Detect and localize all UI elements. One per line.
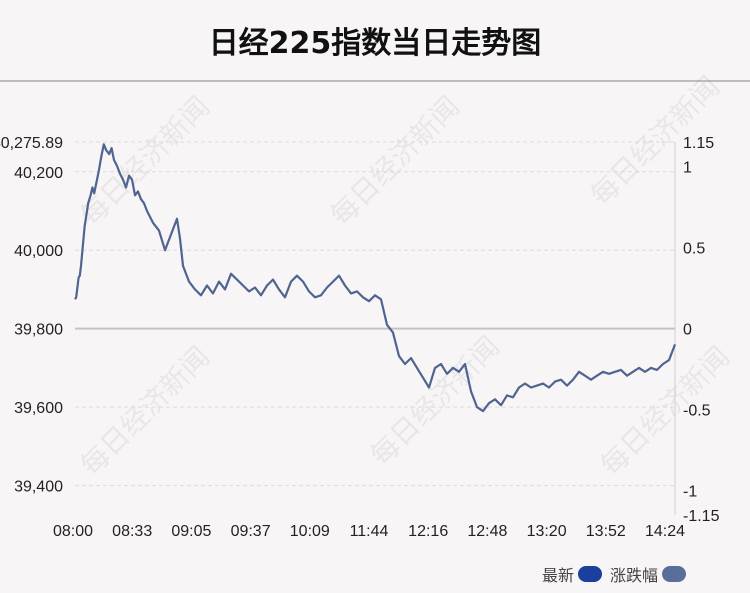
y-left-tick-label: 40,000 (14, 243, 63, 260)
y-right-tick-label: 1.15 (683, 135, 714, 152)
legend-item-latest[interactable]: 最新 (542, 562, 602, 586)
y-right-tick-label: 1 (683, 159, 692, 176)
y-left-tick-label: 39,600 (14, 400, 63, 417)
series (74, 143, 677, 413)
x-tick-label: 13:20 (527, 523, 567, 540)
grid-lines (75, 141, 675, 487)
y-left-tick-label: 39,400 (14, 479, 63, 496)
x-tick-label: 09:05 (171, 523, 211, 540)
y-left-tick-label: 39,800 (14, 322, 63, 339)
y-right-tick-label: 0 (683, 322, 692, 339)
x-tick-label: 09:37 (231, 523, 271, 540)
x-tick-label: 10:09 (290, 523, 330, 540)
x-tick-label: 12:16 (408, 523, 448, 540)
y-right-tick-label: -1.15 (683, 508, 720, 525)
legend-item-change[interactable]: 涨跌幅 (610, 562, 686, 586)
x-tick-label: 08:00 (53, 523, 93, 540)
x-tick-label: 13:52 (586, 523, 626, 540)
axes (75, 142, 676, 515)
tick-labels: 40,275.89 40,200 40,000 39,800 39,600 39,400 1… (0, 135, 720, 540)
y-right-tick-label: -1 (683, 484, 697, 501)
series-line-latest (74, 143, 677, 413)
legend-label: 最新 (541, 566, 574, 585)
x-tick-label: 08:33 (112, 523, 152, 540)
y-right-tick-label: 0.5 (683, 240, 705, 257)
legend-swatch (577, 566, 602, 582)
legend: 最新 涨跌幅 (542, 562, 686, 586)
legend-label: 涨跌幅 (609, 566, 658, 585)
y-left-tick-label: 40,200 (14, 165, 63, 182)
x-tick-label: 11:44 (350, 523, 389, 540)
chart-title: 日经225指数当日走势图 (208, 26, 542, 61)
title-divider (0, 80, 750, 82)
x-tick-label: 12:48 (467, 523, 507, 540)
x-tick-label: 14:24 (645, 523, 685, 540)
y-right-tick-label: -0.5 (683, 403, 711, 420)
y-left-tick-label: 40,275.89 (0, 135, 63, 152)
legend-swatch (662, 566, 686, 582)
